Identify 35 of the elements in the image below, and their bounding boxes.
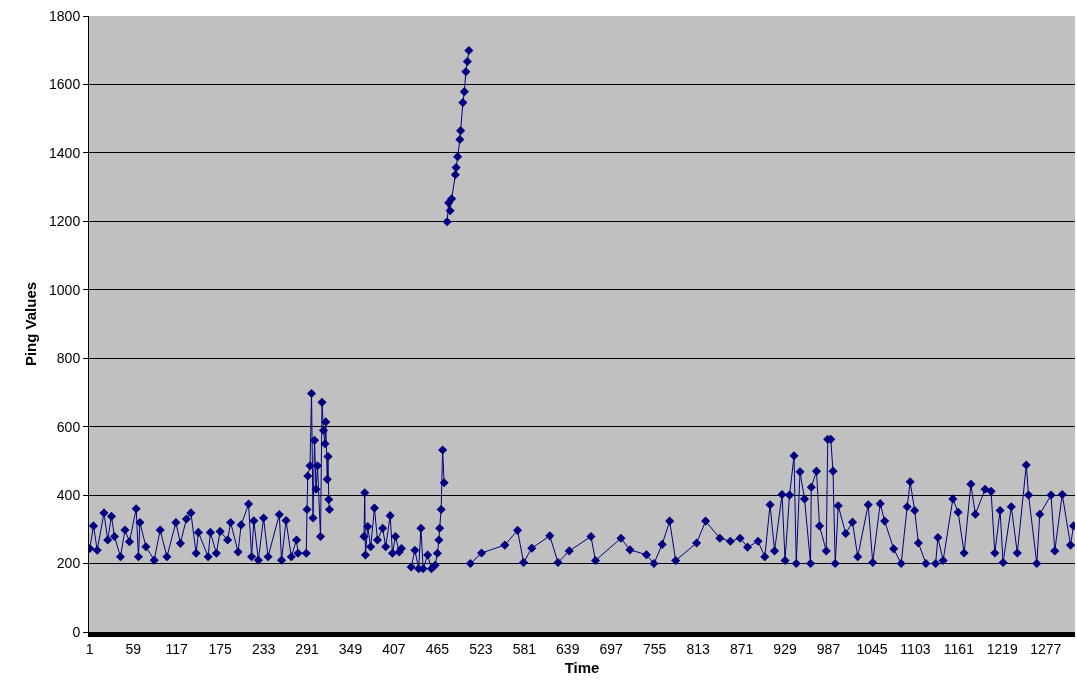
y-tick-label: 1000 <box>49 281 81 298</box>
y-tick-label: 200 <box>56 555 81 572</box>
x-tick-label: 755 <box>643 640 667 657</box>
y-tick-label: 0 <box>72 623 81 640</box>
x-tick-label: 813 <box>686 640 711 657</box>
x-axis-title: Time <box>564 658 600 676</box>
y-tick-label: 1200 <box>49 213 81 230</box>
x-tick-label: 233 <box>251 640 276 657</box>
x-tick-label: 523 <box>469 640 493 657</box>
x-tick-label: 465 <box>425 640 450 657</box>
x-tick-label: 59 <box>125 640 142 657</box>
x-tick-label: 175 <box>208 640 233 657</box>
x-tick-label: 1219 <box>986 640 1019 657</box>
x-tick-label: 407 <box>382 640 406 657</box>
y-tick-label: 400 <box>56 487 81 504</box>
x-tick-label: 117 <box>165 640 189 657</box>
x-tick-label: 581 <box>512 640 537 657</box>
x-tick-label: 639 <box>556 640 580 657</box>
x-tick-label: 291 <box>295 640 319 657</box>
y-tick-label: 800 <box>56 350 81 367</box>
x-tick-label: 1277 <box>1030 640 1062 657</box>
x-tick-label: 1161 <box>943 640 975 657</box>
x-tick-label: 987 <box>816 640 841 657</box>
x-tick-label: 349 <box>338 640 363 657</box>
y-tick-label: 1800 <box>49 7 81 24</box>
x-tick-label: 697 <box>599 640 624 657</box>
x-tick-label: 1045 <box>856 640 888 657</box>
x-tick-label: 1103 <box>900 640 931 657</box>
x-tick-label: 1 <box>85 640 94 657</box>
y-axis-title: Ping Values <box>22 281 40 367</box>
y-tick-label: 1400 <box>49 144 81 161</box>
x-tick-label: 929 <box>773 640 797 657</box>
x-tick-label: 871 <box>729 640 754 657</box>
y-tick-label: 600 <box>56 418 81 435</box>
y-tick-label: 1600 <box>49 76 81 93</box>
